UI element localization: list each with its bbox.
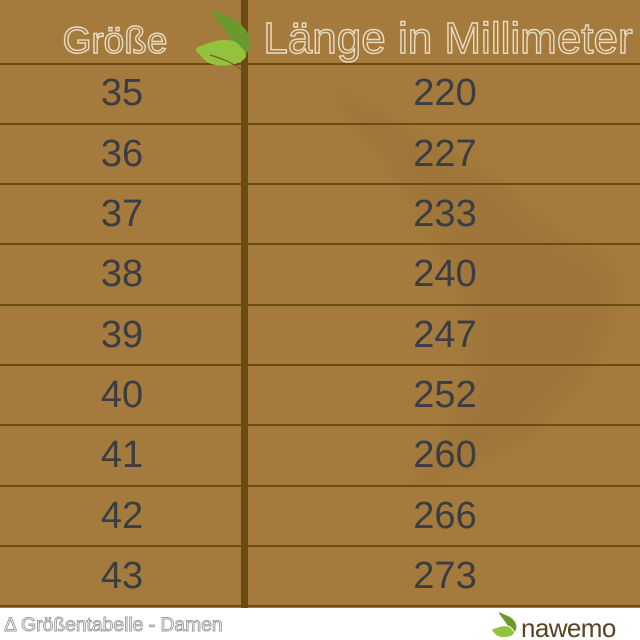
- svg-text:Länge in Millimeter: Länge in Millimeter: [263, 14, 632, 63]
- svg-text:Größe: Größe: [63, 20, 168, 61]
- svg-text:Δ Größentabelle - Damen: Δ Größentabelle - Damen: [4, 615, 223, 636]
